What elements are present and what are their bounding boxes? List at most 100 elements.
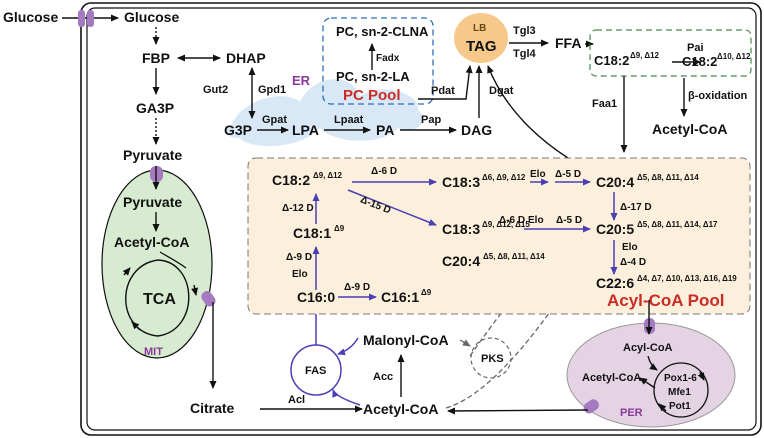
beta-ox-label: β-oxidation <box>688 90 748 102</box>
dag-label: DAG <box>461 122 492 138</box>
acetylcoa-top: Acetyl-CoA <box>652 121 727 137</box>
acyl-pool-title: Acyl-CoA Pool <box>607 291 724 310</box>
glucose-transporter-2 <box>87 10 94 27</box>
elo-2-label: Elo <box>528 215 544 226</box>
pyruvate-mit-label: Pyruvate <box>123 194 182 210</box>
c182-conj-text: C18:2 <box>682 54 717 69</box>
per-label: PER <box>620 407 643 419</box>
lpa-label: LPA <box>292 122 319 138</box>
ga3p-label: GA3P <box>136 100 174 116</box>
c226-sup: Δ4, Δ7, Δ10, Δ13, Δ16, Δ19 <box>637 274 737 283</box>
acyl-coa-pool-box <box>247 157 751 315</box>
pot1-label: Pot1 <box>669 401 691 412</box>
d5d-2-label: Δ-5 D <box>556 215 582 226</box>
pks-cycle <box>470 337 512 379</box>
lipid-body <box>454 13 508 63</box>
elo-3-label: Elo <box>292 269 308 280</box>
c205: C20:5 <box>596 221 634 237</box>
arrow-malonyl-fas <box>337 337 359 356</box>
tca-arrow-3 <box>122 267 131 276</box>
c204a-sup: Δ5, Δ8, Δ11, Δ14 <box>637 173 699 182</box>
d6d-1-label: Δ-6 D <box>371 166 397 177</box>
c181: C18:1 <box>293 225 331 241</box>
c183b: C18:3 <box>442 221 480 237</box>
gpd1-label: Gpd1 <box>258 84 286 96</box>
beta-ox-cycle-arrow-1 <box>697 371 705 381</box>
cell-membrane-outer <box>80 2 762 436</box>
glucose-transporter <box>78 10 85 27</box>
pyruvate-label: Pyruvate <box>123 147 182 163</box>
c226: C22:6 <box>596 275 634 291</box>
dgat-label: Dgat <box>489 85 514 97</box>
pdat-label: Pdat <box>431 85 455 97</box>
gut2-label: Gut2 <box>203 84 228 96</box>
er-label: ER <box>292 73 311 88</box>
arrow-acylpool-tag <box>487 65 569 159</box>
arrow-malonyl-pks <box>459 339 471 347</box>
c204b: C20:4 <box>442 253 480 269</box>
lb-label: LB <box>473 23 486 34</box>
c161: C16:1 <box>381 289 419 305</box>
elo-4-label: Elo <box>622 242 638 253</box>
pc-la: PC, sn-2-LA <box>336 69 410 84</box>
elo-1-label: Elo <box>530 169 546 180</box>
pc-pool-box <box>322 17 434 105</box>
c182-top: C18:2 <box>594 53 629 68</box>
tca-arrow-2 <box>131 321 141 331</box>
c160: C16:0 <box>297 289 335 305</box>
d6d-2-visible: Δ-6 D <box>499 215 525 226</box>
pks-label: PKS <box>481 353 504 365</box>
fbp-label: FBP <box>142 50 170 66</box>
pc-clna: PC, sn-2-CLNA <box>336 24 429 39</box>
acetylcoa-mit-label: Acetyl-CoA <box>114 234 189 250</box>
c182-sup: Δ9, Δ12 <box>313 171 343 180</box>
tgl3-label: Tgl3 <box>513 25 536 37</box>
arrow-acetylcoa-fas <box>332 389 361 406</box>
c181-sup: Δ9 <box>334 224 345 233</box>
acetylcoa-per-label: Acetyl-CoA <box>582 372 641 384</box>
acc-label: Acc <box>373 371 393 383</box>
d9d-h-label: Δ-9 D <box>344 282 370 293</box>
arrow-per-acetylcoa-cyt <box>447 407 589 415</box>
glucose-in: Glucose <box>124 9 179 25</box>
c205-sup: Δ5, Δ8, Δ11, Δ14, Δ17 <box>637 220 718 229</box>
c182-conj-sup: Δ10, Δ12 <box>717 52 751 61</box>
c182-top-sup: Δ9, Δ12 <box>630 51 660 60</box>
pa-label: PA <box>376 122 394 138</box>
c183a: C18:3 <box>442 174 480 190</box>
arrow-acylcoa-beta-cycle <box>647 355 658 371</box>
c183b-sup: Δ9, Δ12, Δ15 <box>482 220 530 229</box>
ffa-label: FFA <box>555 35 581 51</box>
malonylcoa-label: Malonyl-CoA <box>363 332 449 348</box>
cell-membrane-inner <box>86 7 757 431</box>
arrow-beta-cycle-acetylcoa <box>639 377 656 389</box>
tca-cycle-ring <box>125 259 190 337</box>
c204a: C20:4 <box>596 174 634 190</box>
beta-ox-cycle-arrow-2 <box>658 403 667 412</box>
acylcoa-per-label: Acyl-CoA <box>623 342 673 354</box>
arrow-pks-c205 <box>445 235 602 409</box>
d5d-1-label: Δ-5 D <box>555 169 581 180</box>
beta-ox-cycle <box>653 362 709 418</box>
mit-transporter-citrate <box>201 290 216 307</box>
d9d-v-label: Δ-9 D <box>286 252 312 263</box>
mfe1-label: Mfe1 <box>668 387 691 398</box>
d4d-label: Δ-4 D <box>620 257 646 268</box>
pc-pool-title: PC Pool <box>343 87 401 104</box>
c183a-sup: Δ6, Δ9, Δ12 <box>482 173 526 182</box>
acetylcoa-cyt-label: Acetyl-CoA <box>363 401 438 417</box>
cla-box <box>589 29 752 77</box>
citrate-label: Citrate <box>190 400 235 416</box>
tca-arrow-1 <box>191 284 199 296</box>
lpaat-label: Lpaat <box>334 114 364 126</box>
d17d-label: Δ-17 D <box>620 202 652 213</box>
pap-label: Pap <box>421 114 441 126</box>
fadx-label: Fadx <box>376 53 400 64</box>
tag-label: TAG <box>466 38 497 55</box>
arrow-tca-entry <box>159 251 187 269</box>
d12d-label: Δ-12 D <box>282 203 314 214</box>
glucose-ext: Glucose <box>3 9 58 25</box>
tca-label: TCA <box>143 291 176 308</box>
dhap-label: DHAP <box>226 50 266 66</box>
